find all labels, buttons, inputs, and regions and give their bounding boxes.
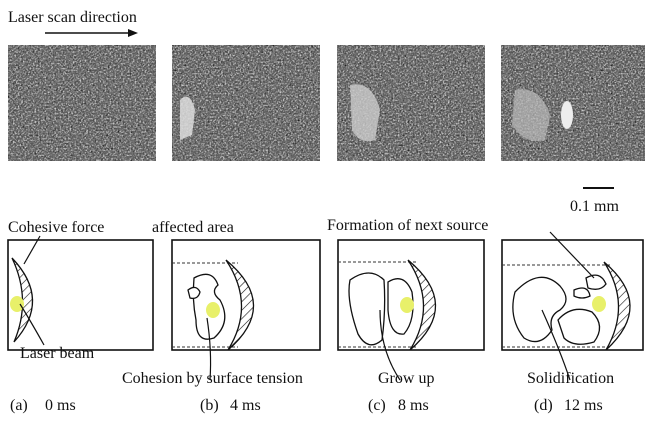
arrow-head (128, 29, 138, 37)
scan-direction: Laser scan direction (8, 9, 137, 26)
label-cohesive-force: Cohesive force (8, 219, 104, 236)
photos (8, 45, 645, 161)
panel-time: 8 ms (398, 397, 429, 414)
label-next-source: Formation of next source (327, 217, 488, 234)
label-solidification: Solidification (527, 370, 614, 387)
panel-label: (d) (534, 397, 553, 414)
label-cohesion: Cohesion by surface tension (122, 370, 303, 387)
panel-label: (c) (368, 397, 386, 414)
schematics (8, 232, 643, 380)
label-affected-area: affected area (152, 219, 234, 236)
panel-time: 12 ms (564, 397, 603, 414)
label-laser-beam: Laser beam (20, 345, 95, 362)
panel-label: (a) (10, 397, 28, 414)
figure: Laser scan direction 0.1 mm (0, 0, 645, 436)
label-grow-up: Grow up (378, 370, 434, 387)
panel-time: 0 ms (45, 397, 76, 414)
panel-time: 4 ms (230, 397, 261, 414)
panel-label: (b) (200, 397, 219, 414)
scale-label: 0.1 mm (570, 198, 619, 215)
